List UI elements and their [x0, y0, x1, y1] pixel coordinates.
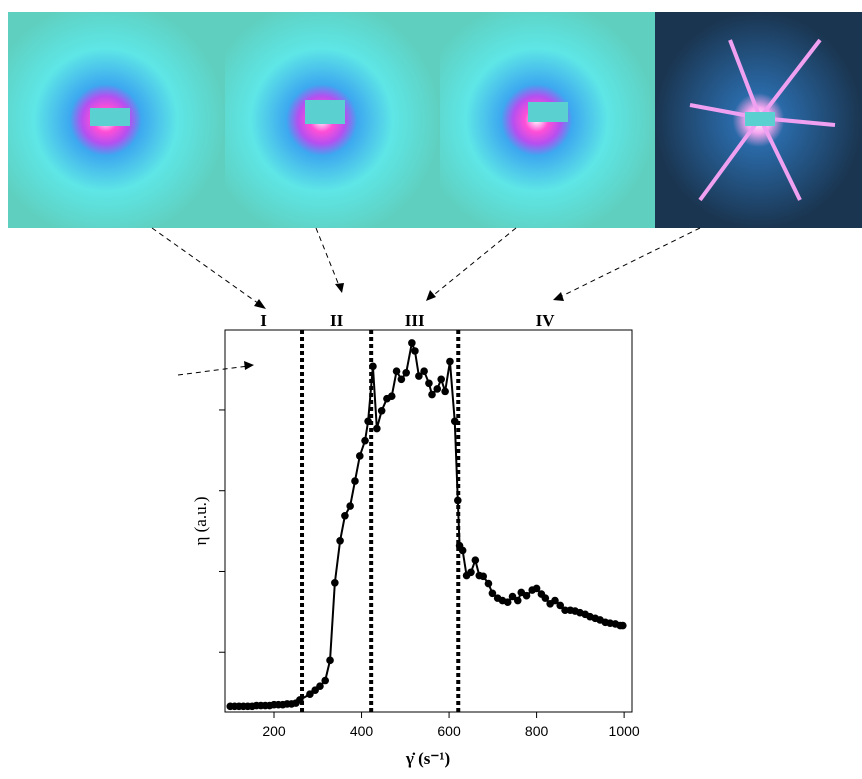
data-point	[561, 606, 569, 615]
x-axis-label: γ̇ (s⁻¹)	[405, 749, 450, 768]
data-point	[397, 375, 406, 384]
x-tick-label: 200	[262, 723, 286, 739]
data-point	[425, 379, 433, 388]
data-point	[341, 511, 349, 520]
data-point	[377, 406, 386, 415]
data-point	[619, 621, 627, 630]
data-point	[369, 362, 377, 371]
data-point	[316, 682, 324, 690]
x-tick-label: 1000	[609, 723, 640, 739]
data-point	[428, 390, 436, 399]
region-label: II	[330, 311, 344, 330]
data-point	[373, 424, 381, 433]
data-line	[230, 339, 623, 708]
data-point	[488, 589, 497, 598]
region-label: III	[405, 311, 425, 330]
data-point	[541, 594, 550, 602]
arrowheads	[244, 283, 564, 370]
data-point	[408, 339, 416, 347]
data-point	[387, 392, 396, 401]
data-point	[441, 387, 449, 396]
beamstop	[90, 108, 130, 126]
diffraction-images	[8, 12, 862, 228]
data-point	[415, 372, 423, 380]
data-point	[446, 357, 454, 366]
data-point	[437, 375, 445, 384]
x-tick-label: 800	[525, 723, 549, 739]
x-tick-label: 600	[437, 723, 461, 739]
data-point	[420, 367, 428, 375]
data-point	[355, 452, 364, 460]
region-label: I	[260, 311, 267, 330]
data-point	[296, 696, 304, 704]
data-point	[556, 601, 565, 610]
data-point	[392, 367, 401, 375]
data-point	[411, 347, 419, 355]
data-point	[471, 556, 480, 564]
data-point	[513, 596, 522, 605]
data-point	[326, 656, 334, 665]
data-point	[479, 572, 488, 581]
data-point	[522, 591, 531, 600]
data-point	[346, 502, 354, 510]
data-point	[467, 568, 475, 577]
x-tick-label: 400	[350, 723, 374, 739]
data-point	[484, 579, 493, 588]
data-point	[433, 385, 442, 393]
data-point	[503, 598, 512, 606]
arrows	[151, 227, 701, 376]
data-point	[321, 676, 330, 685]
region-label: IV	[536, 311, 556, 330]
data-point	[450, 417, 459, 426]
data-point	[364, 417, 372, 426]
beamstop	[305, 100, 345, 124]
plot-frame	[224, 329, 633, 713]
data-point	[351, 477, 359, 485]
data-point	[454, 496, 462, 505]
y-axis-label: η (a.u.)	[191, 496, 210, 545]
data-point	[508, 592, 517, 601]
beamstop	[745, 112, 775, 126]
beamstop	[528, 102, 568, 122]
data-point	[331, 578, 339, 587]
data-point	[361, 436, 369, 445]
data-point	[458, 546, 467, 555]
streaks	[689, 38, 836, 202]
data-point	[306, 690, 314, 699]
data-point	[532, 584, 541, 593]
data-point	[551, 596, 559, 605]
data-point	[336, 536, 344, 545]
data-point	[402, 369, 410, 377]
